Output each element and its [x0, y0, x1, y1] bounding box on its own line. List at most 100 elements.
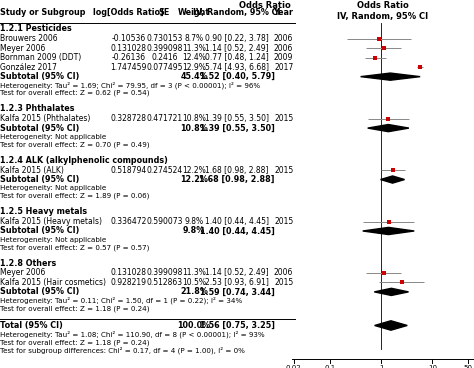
- Text: 100.0%: 100.0%: [177, 321, 210, 330]
- Text: Subtotal (95% CI): Subtotal (95% CI): [0, 175, 80, 184]
- Text: 0.77 [0.48, 1.24]: 0.77 [0.48, 1.24]: [205, 53, 269, 62]
- Text: 0.336472: 0.336472: [111, 217, 147, 226]
- Text: 1.39 [0.55, 3.50]: 1.39 [0.55, 3.50]: [200, 124, 274, 132]
- Text: 0.1: 0.1: [324, 365, 335, 368]
- Text: 21.8%: 21.8%: [180, 287, 208, 296]
- Text: 2015: 2015: [274, 217, 293, 226]
- Text: Odds Ratio: Odds Ratio: [239, 1, 291, 10]
- Text: 0.274524: 0.274524: [146, 166, 182, 174]
- Text: Heterogeneity: Tau² = 0.11; Chi² = 1.50, df = 1 (P = 0.22); I² = 34%: Heterogeneity: Tau² = 0.11; Chi² = 1.50,…: [0, 297, 243, 304]
- Text: 1: 1: [379, 365, 383, 368]
- Text: 0.328728: 0.328728: [111, 114, 147, 123]
- Text: 2015: 2015: [274, 166, 293, 174]
- Text: 1.2.1 Pesticides: 1.2.1 Pesticides: [0, 24, 72, 33]
- Text: 1.14 [0.52, 2.49]: 1.14 [0.52, 2.49]: [205, 44, 269, 53]
- Text: Kalfa 2015 (Hair cosmetics): Kalfa 2015 (Hair cosmetics): [0, 278, 106, 287]
- Text: 2015: 2015: [274, 114, 293, 123]
- Text: 9.8%: 9.8%: [183, 226, 205, 236]
- Polygon shape: [363, 227, 414, 234]
- Text: 1.59 [0.74, 3.44]: 1.59 [0.74, 3.44]: [200, 287, 274, 296]
- Text: 10.8%: 10.8%: [180, 124, 208, 132]
- Text: 2006: 2006: [274, 269, 293, 277]
- Polygon shape: [368, 124, 409, 132]
- Text: 2009: 2009: [274, 53, 293, 62]
- Text: 0.399098: 0.399098: [146, 269, 182, 277]
- Text: Heterogeneity: Tau² = 1.08; Chi² = 110.90, df = 8 (P < 0.00001); I² = 93%: Heterogeneity: Tau² = 1.08; Chi² = 110.9…: [0, 331, 265, 339]
- Text: Brouwers 2006: Brouwers 2006: [0, 34, 58, 43]
- Text: 1.2.8 Others: 1.2.8 Others: [0, 258, 56, 268]
- Text: -0.26136: -0.26136: [112, 53, 146, 62]
- Text: IV, Random, 95% CI: IV, Random, 95% CI: [193, 8, 281, 17]
- Text: 10.8%: 10.8%: [182, 114, 206, 123]
- Text: log[Odds Ratio]: log[Odds Ratio]: [93, 8, 164, 17]
- Text: Year: Year: [273, 8, 293, 17]
- Text: Test for overall effect: Z = 1.89 (P = 0.06): Test for overall effect: Z = 1.89 (P = 0…: [0, 193, 150, 199]
- Text: 0.928219: 0.928219: [111, 278, 147, 287]
- Text: 0.02: 0.02: [286, 365, 302, 368]
- Text: 2.53 [0.93, 6.91]: 2.53 [0.93, 6.91]: [205, 278, 269, 287]
- Text: González 2017: González 2017: [0, 63, 57, 72]
- Text: Subtotal (95% CI): Subtotal (95% CI): [0, 287, 80, 296]
- Text: 1.39 [0.55, 3.50]: 1.39 [0.55, 3.50]: [205, 114, 269, 123]
- Text: 11.3%: 11.3%: [182, 269, 206, 277]
- Text: 0.512863: 0.512863: [146, 278, 182, 287]
- Text: Kalfa 2015 (Heavy metals): Kalfa 2015 (Heavy metals): [0, 217, 102, 226]
- Polygon shape: [381, 176, 405, 183]
- Text: Test for subgroup differences: Chi² = 0.17, df = 4 (P = 1.00), I² = 0%: Test for subgroup differences: Chi² = 0.…: [0, 347, 245, 354]
- Text: 12.4%: 12.4%: [182, 53, 206, 62]
- Text: Kalfa 2015 (ALK): Kalfa 2015 (ALK): [0, 166, 64, 174]
- Text: 1.68 [0.98, 2.88]: 1.68 [0.98, 2.88]: [199, 175, 275, 184]
- Text: 1.2.5 Heavy metals: 1.2.5 Heavy metals: [0, 207, 87, 216]
- Polygon shape: [374, 288, 409, 296]
- Polygon shape: [361, 73, 420, 80]
- Text: 0.131028: 0.131028: [111, 44, 147, 53]
- Text: Test for overall effect: Z = 0.62 (P = 0.54): Test for overall effect: Z = 0.62 (P = 0…: [0, 90, 150, 96]
- Text: 0.590073: 0.590073: [146, 217, 182, 226]
- Polygon shape: [374, 321, 407, 330]
- Text: 1.14 [0.52, 2.49]: 1.14 [0.52, 2.49]: [205, 269, 269, 277]
- Text: Total (95% CI): Total (95% CI): [0, 321, 63, 330]
- Text: Test for overall effect: Z = 0.70 (P = 0.49): Test for overall effect: Z = 0.70 (P = 0…: [0, 141, 150, 148]
- Text: 1.2.3 Phthalates: 1.2.3 Phthalates: [0, 104, 75, 113]
- Text: 2006: 2006: [274, 44, 293, 53]
- Text: -0.10536: -0.10536: [112, 34, 146, 43]
- Text: Kalfa 2015 (Phthalates): Kalfa 2015 (Phthalates): [0, 114, 91, 123]
- Text: 0.471721: 0.471721: [146, 114, 182, 123]
- Text: Test for overall effect: Z = 0.57 (P = 0.57): Test for overall effect: Z = 0.57 (P = 0…: [0, 244, 150, 251]
- Text: 1.68 [0.98, 2.88]: 1.68 [0.98, 2.88]: [205, 166, 269, 174]
- Text: 50: 50: [464, 365, 473, 368]
- Text: 1.747459: 1.747459: [111, 63, 147, 72]
- Text: 12.2%: 12.2%: [182, 166, 206, 174]
- Text: 0.2416: 0.2416: [151, 53, 178, 62]
- Text: 1.2.4 ALK (alkylphenolic compounds): 1.2.4 ALK (alkylphenolic compounds): [0, 156, 168, 164]
- Text: Heterogeneity: Tau² = 1.69; Chi² = 79.95, df = 3 (P < 0.00001); I² = 96%: Heterogeneity: Tau² = 1.69; Chi² = 79.95…: [0, 82, 260, 89]
- Text: 2017: 2017: [274, 63, 293, 72]
- Text: 0.518794: 0.518794: [111, 166, 147, 174]
- Text: 10: 10: [428, 365, 437, 368]
- Text: 10.5%: 10.5%: [182, 278, 206, 287]
- Text: Meyer 2006: Meyer 2006: [0, 44, 46, 53]
- Text: Test for overall effect: Z = 1.18 (P = 0.24): Test for overall effect: Z = 1.18 (P = 0…: [0, 305, 150, 312]
- Text: 2015: 2015: [274, 278, 293, 287]
- Text: 8.7%: 8.7%: [184, 34, 204, 43]
- Text: Odds Ratio
IV, Random, 95% CI: Odds Ratio IV, Random, 95% CI: [337, 1, 428, 21]
- Text: Weight: Weight: [178, 8, 210, 17]
- Text: 11.3%: 11.3%: [182, 44, 206, 53]
- Text: 2006: 2006: [274, 34, 293, 43]
- Text: Subtotal (95% CI): Subtotal (95% CI): [0, 72, 80, 81]
- Text: Meyer 2006: Meyer 2006: [0, 269, 46, 277]
- Text: 45.4%: 45.4%: [180, 72, 208, 81]
- Text: 1.52 [0.40, 5.79]: 1.52 [0.40, 5.79]: [200, 72, 274, 81]
- Text: 5.74 [4.93, 6.68]: 5.74 [4.93, 6.68]: [205, 63, 269, 72]
- Text: Heterogeneity: Not applicable: Heterogeneity: Not applicable: [0, 185, 107, 191]
- Text: Heterogeneity: Not applicable: Heterogeneity: Not applicable: [0, 237, 107, 243]
- Text: SE: SE: [159, 8, 170, 17]
- Text: 1.56 [0.75, 3.25]: 1.56 [0.75, 3.25]: [200, 321, 274, 330]
- Text: 0.077495: 0.077495: [146, 63, 182, 72]
- Text: Test for overall effect: Z = 1.18 (P = 0.24): Test for overall effect: Z = 1.18 (P = 0…: [0, 339, 150, 346]
- Text: 9.8%: 9.8%: [184, 217, 204, 226]
- Text: 1.40 [0.44, 4.45]: 1.40 [0.44, 4.45]: [200, 226, 274, 236]
- Text: Subtotal (95% CI): Subtotal (95% CI): [0, 124, 80, 132]
- Text: 12.2%: 12.2%: [180, 175, 208, 184]
- Text: 12.9%: 12.9%: [182, 63, 206, 72]
